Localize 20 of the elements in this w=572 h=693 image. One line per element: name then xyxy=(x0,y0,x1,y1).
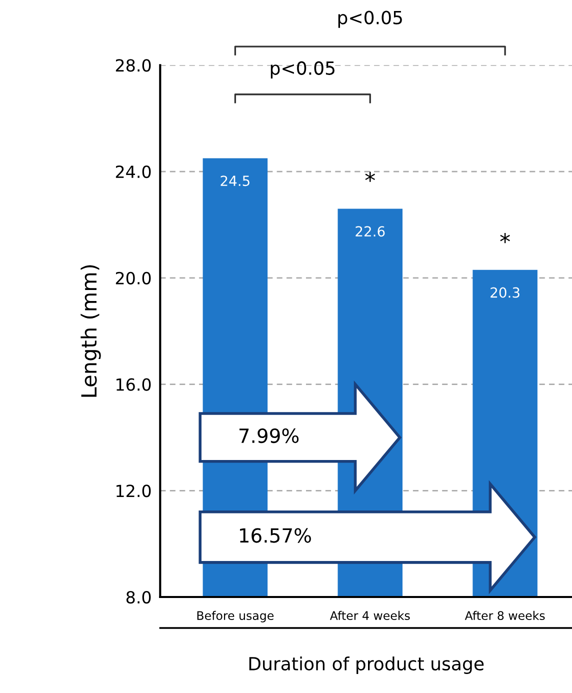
data-label: 22.6 xyxy=(356,226,385,237)
annotation: * xyxy=(365,172,376,182)
annotation: 7.99% xyxy=(239,428,299,444)
x-axis-title: Duration of product usage xyxy=(249,656,484,674)
text: p<0.05 xyxy=(338,10,402,28)
data-label: 20.3 xyxy=(490,287,520,298)
y-tick-label: 24.0 xyxy=(116,165,151,178)
y-tick-label: 20.0 xyxy=(116,272,151,284)
x-tick-label: After 4 weeks xyxy=(330,610,410,620)
y-axis-title: Length (mm) xyxy=(80,265,101,397)
annotation: p<0.05 xyxy=(270,61,334,78)
annotation: 16.57% xyxy=(240,528,311,543)
x-tick-label: After 8 weeks xyxy=(464,610,545,620)
annotation: * xyxy=(500,232,510,244)
data-label: 24.5 xyxy=(220,176,250,186)
y-tick-label: 8.0 xyxy=(126,590,151,604)
x-tick-label: Before usage xyxy=(197,610,274,622)
y-tick-label: 12.0 xyxy=(116,484,151,498)
y-tick-label: 16.0 xyxy=(116,378,151,391)
y-tick-label: 28.0 xyxy=(116,59,151,72)
